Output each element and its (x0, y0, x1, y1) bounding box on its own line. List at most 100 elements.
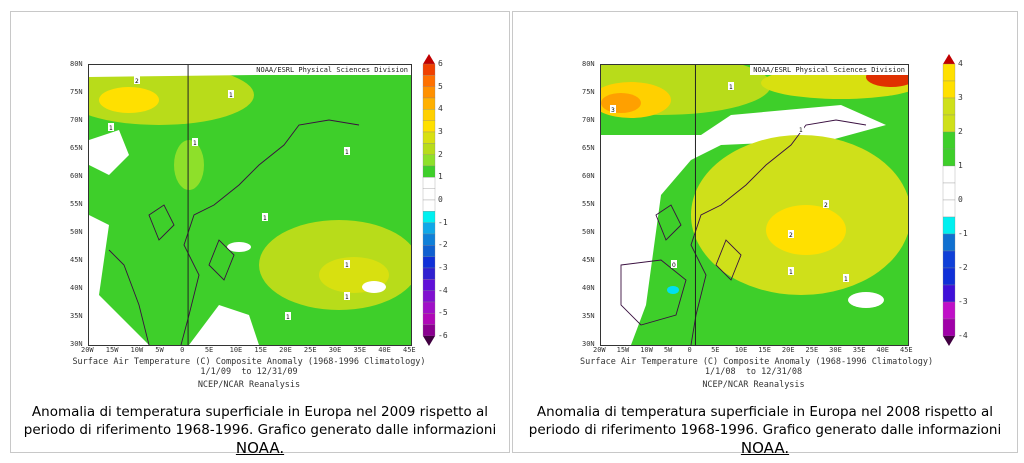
y-tick-label: 35N (582, 312, 595, 320)
colorbar-band (942, 233, 956, 252)
x-tick-label: 10W (130, 346, 144, 354)
x-tick-label: 5W (663, 346, 673, 354)
colorbar-band (422, 63, 436, 76)
coastline (108, 119, 360, 345)
x-tick-label: 15W (616, 346, 630, 354)
contour-label: 1 (285, 312, 291, 321)
colorbar-label: -1 (958, 229, 968, 238)
x-tick-label: 0 (687, 346, 692, 354)
svg-text:1: 1 (729, 84, 733, 91)
colorbar-band (422, 75, 436, 87)
y-tick-label: 55N (582, 200, 595, 208)
chart-title: Surface Air Temperature (C) Composite An… (72, 357, 426, 367)
colorbar-band (942, 318, 956, 337)
map-plot: 3 1 1 2 2 1 1 0 NOAA/ESRL Physical Sciences Divi… (600, 64, 909, 346)
colorbar-label: 2 (438, 149, 443, 159)
colorbar-band (422, 86, 436, 99)
anomaly-zone-2 (99, 87, 159, 113)
noaa-link[interactable]: NOAA. (235, 439, 285, 457)
colorbar-band (422, 154, 436, 167)
y-tick-label: 65N (582, 144, 595, 152)
y-tick-label: 75N (70, 88, 83, 96)
colorbar-band (422, 199, 436, 212)
colorbar-min-arrow (423, 336, 435, 346)
colorbar-label: 0 (438, 195, 443, 204)
colorbar: 4 3 2 1 0 -1 -2 -3 -4 (941, 54, 981, 364)
colorbar-label: -1 (438, 217, 448, 227)
colorbar-band (422, 120, 436, 133)
anomaly-zone-0 (227, 242, 251, 252)
noaa-link[interactable]: NOAA. (740, 439, 790, 457)
colorbar-min-arrow (943, 336, 955, 346)
map-header: NOAA/ESRL Physical Sciences Division (253, 65, 411, 75)
x-tick-label: 15E (758, 346, 771, 354)
svg-text:1: 1 (286, 314, 290, 321)
colorbar-label: 1 (958, 161, 963, 170)
colorbar-band (422, 256, 436, 269)
contour-label: 1 (344, 147, 350, 156)
y-tick-label: 50N (70, 228, 83, 236)
svg-text:2: 2 (789, 232, 793, 239)
temperature-anomaly-map: 2 1 1 1 1 1 1 1 1 (89, 65, 411, 345)
x-tick-label: 35E (353, 346, 367, 354)
y-tick-label: 70N (582, 116, 595, 124)
contour-label: 2 (134, 76, 140, 85)
y-tick-label: 60N (70, 172, 83, 180)
y-tick-label: 50N (582, 228, 595, 236)
contour-label: 1 (262, 213, 268, 222)
y-tick-label: 80N (582, 60, 595, 68)
x-tick-label: 10W (640, 346, 653, 354)
colorbar-max-arrow (423, 54, 435, 64)
colorbar-band (422, 233, 436, 246)
x-tick-label: 10E (734, 346, 748, 354)
colorbar-label: 0 (958, 195, 963, 204)
anomaly-zone-0 (189, 305, 259, 345)
colorbar-label: 4 (438, 104, 443, 114)
colorbar-band (422, 222, 436, 235)
contour-label: 1 (192, 138, 198, 147)
anomaly-zone-2 (766, 205, 846, 255)
colorbar-band (422, 177, 436, 189)
colorbar-band (942, 97, 956, 116)
svg-text:1: 1 (345, 262, 349, 269)
svg-text:3: 3 (611, 107, 615, 114)
colorbar-label: 5 (438, 81, 443, 91)
colorbar-label: 4 (958, 59, 963, 68)
colorbar-label: 6 (438, 59, 443, 68)
colorbar-label: -3 (438, 263, 448, 272)
colorbar-band (422, 324, 436, 337)
colorbar-band (422, 290, 436, 303)
x-tick-label: 45E (403, 346, 416, 354)
colorbar-band (422, 165, 436, 178)
coastline (620, 119, 867, 345)
y-tick-label: 70N (70, 116, 83, 124)
svg-text:1: 1 (263, 215, 267, 222)
svg-text:2: 2 (135, 78, 139, 85)
x-tick-label: 20E (279, 346, 292, 354)
colorbar-band (942, 114, 956, 133)
anomaly-zone-0 (848, 292, 884, 308)
colorbar-label: -3 (958, 297, 968, 306)
contour-label: 1 (228, 90, 234, 99)
chart-source: NCEP/NCAR Reanalysis (197, 380, 301, 390)
anomaly-zone-0 (89, 130, 129, 175)
y-tick-label: 65N (70, 144, 83, 152)
colorbar-label: 1 (438, 172, 443, 182)
colorbar-band (942, 250, 956, 269)
y-tick-label: 45N (70, 256, 83, 264)
svg-text:2: 2 (824, 202, 828, 209)
colorbar-label: -4 (958, 331, 968, 340)
colorbar-band (942, 267, 956, 286)
x-tick-label: 35E (852, 346, 866, 354)
x-tick-label: 20W (593, 346, 606, 354)
colorbar-label: 3 (958, 93, 963, 102)
anomaly-zone-0 (362, 281, 386, 293)
colorbar-band (422, 211, 436, 223)
x-tick-label: 15E (254, 346, 268, 354)
chart-period: 1/1/09 to 12/31/09 (200, 367, 298, 377)
y-tick-label: 40N (582, 284, 595, 292)
x-tick-label: 25E (805, 346, 819, 354)
colorbar-band (422, 313, 436, 325)
colorbar-band (422, 143, 436, 155)
y-tick-label: 60N (582, 172, 595, 180)
